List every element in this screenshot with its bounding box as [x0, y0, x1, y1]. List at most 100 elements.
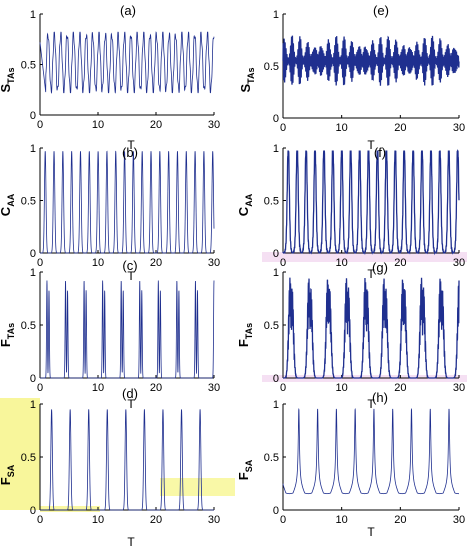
y-tick-label: 0.5	[264, 320, 279, 332]
x-tick-label: 30	[208, 257, 220, 269]
x-tick-label: 10	[336, 257, 348, 269]
y-tick-label: 1	[273, 267, 279, 279]
y-axis-label: FSA	[0, 464, 16, 485]
x-tick-label: 10	[92, 382, 104, 394]
y-tick-label: 0.5	[264, 452, 279, 464]
series-line	[40, 280, 215, 379]
x-tick-label: 20	[394, 122, 406, 134]
x-tick-label: 20	[150, 119, 162, 131]
panel-label: (b)	[122, 145, 138, 160]
series-line	[282, 35, 460, 86]
x-axis-label: T	[127, 397, 135, 411]
x-tick-label: 30	[453, 122, 465, 134]
y-tick-label: 0.5	[21, 60, 36, 72]
panel-label: (c)	[122, 258, 137, 273]
panel-6: 0 10 20 30 0 0.5 1 (f) T CAA	[236, 143, 465, 281]
highlight-band-left	[0, 398, 40, 510]
y-tick-label: 0.5	[21, 320, 36, 332]
highlight-band-f	[262, 252, 467, 262]
x-axis-label: T	[367, 397, 375, 411]
y-tick-label: 1	[273, 9, 279, 21]
x-tick-label: 30	[453, 257, 465, 269]
x-axis-label: T	[127, 269, 135, 283]
series-line	[282, 148, 460, 256]
panel-2: 0 10 20 30 0 0.5 1 (b) T CAA	[0, 143, 220, 283]
x-tick-label: 10	[92, 119, 104, 131]
highlight-band-bottom	[40, 506, 100, 512]
x-tick-label: 0	[280, 257, 286, 269]
y-axis-label: CAA	[236, 193, 254, 216]
x-tick-label: 30	[208, 119, 220, 131]
y-tick-label: 0.5	[21, 452, 36, 464]
series-line	[283, 277, 460, 379]
x-tick-label: 10	[92, 514, 104, 526]
y-axis-label: CAA	[0, 193, 16, 216]
y-axis-label: STAs	[238, 67, 256, 92]
y-tick-label: 0.5	[264, 196, 279, 208]
x-tick-label: 20	[394, 382, 406, 394]
y-tick-label: 0	[30, 373, 36, 385]
x-tick-label: 20	[150, 514, 162, 526]
y-tick-label: 0	[30, 505, 36, 517]
x-tick-label: 30	[453, 382, 465, 394]
y-tick-label: 0	[273, 373, 279, 385]
x-axis-label: T	[367, 267, 375, 281]
x-axis-label: T	[127, 535, 135, 549]
y-tick-label: 0.5	[21, 196, 36, 208]
y-axis-label: FTAs	[0, 323, 16, 347]
series-line	[39, 31, 215, 94]
y-tick-label: 1	[30, 9, 36, 21]
y-tick-label: 0	[30, 110, 36, 122]
y-tick-label: 1	[30, 399, 36, 411]
panel-label: (a)	[120, 3, 136, 18]
x-tick-label: 0	[280, 122, 286, 134]
x-tick-label: 10	[92, 257, 104, 269]
panel-5: 0 10 20 30 0 0.5 1 (e) T STAs	[238, 3, 465, 152]
panel-label: (f)	[374, 145, 386, 160]
x-tick-label: 30	[453, 514, 465, 526]
y-tick-label: 0	[30, 248, 36, 260]
y-tick-label: 0	[273, 113, 279, 125]
highlight-band-right	[160, 478, 235, 496]
series-line	[40, 409, 214, 511]
x-tick-label: 20	[394, 514, 406, 526]
panel-label: (h)	[372, 390, 388, 405]
y-tick-label: 0.5	[264, 61, 279, 73]
series-line	[40, 150, 215, 254]
x-tick-label: 0	[37, 257, 43, 269]
x-tick-label: 0	[37, 119, 43, 131]
y-tick-label: 1	[273, 143, 279, 155]
panel-label: (g)	[372, 260, 388, 275]
x-axis-label: T	[367, 525, 375, 539]
panel-label: (e)	[373, 3, 389, 18]
x-tick-label: 10	[336, 382, 348, 394]
y-tick-label: 1	[30, 143, 36, 155]
series-line	[282, 407, 460, 495]
x-tick-label: 0	[37, 382, 43, 394]
y-tick-label: 0	[273, 505, 279, 517]
x-tick-label: 0	[37, 514, 43, 526]
x-tick-label: 20	[150, 257, 162, 269]
x-tick-label: 20	[394, 257, 406, 269]
x-tick-label: 30	[208, 382, 220, 394]
x-tick-label: 10	[336, 122, 348, 134]
x-tick-label: 0	[280, 382, 286, 394]
panel-1: 0 10 20 30 0 0.5 1 (a) T STAs	[0, 3, 220, 152]
x-tick-label: 10	[336, 514, 348, 526]
panel-label: (d)	[122, 386, 138, 401]
x-axis-label: T	[367, 138, 375, 152]
y-tick-label: 1	[30, 267, 36, 279]
y-axis-label: FSA	[236, 459, 254, 480]
y-axis-label: STAs	[0, 67, 16, 92]
y-tick-label: 0	[273, 248, 279, 260]
x-tick-label: 0	[280, 514, 286, 526]
y-axis-label: FTAs	[236, 323, 254, 347]
x-tick-label: 20	[150, 382, 162, 394]
y-tick-label: 1	[273, 399, 279, 411]
x-tick-label: 30	[208, 514, 220, 526]
